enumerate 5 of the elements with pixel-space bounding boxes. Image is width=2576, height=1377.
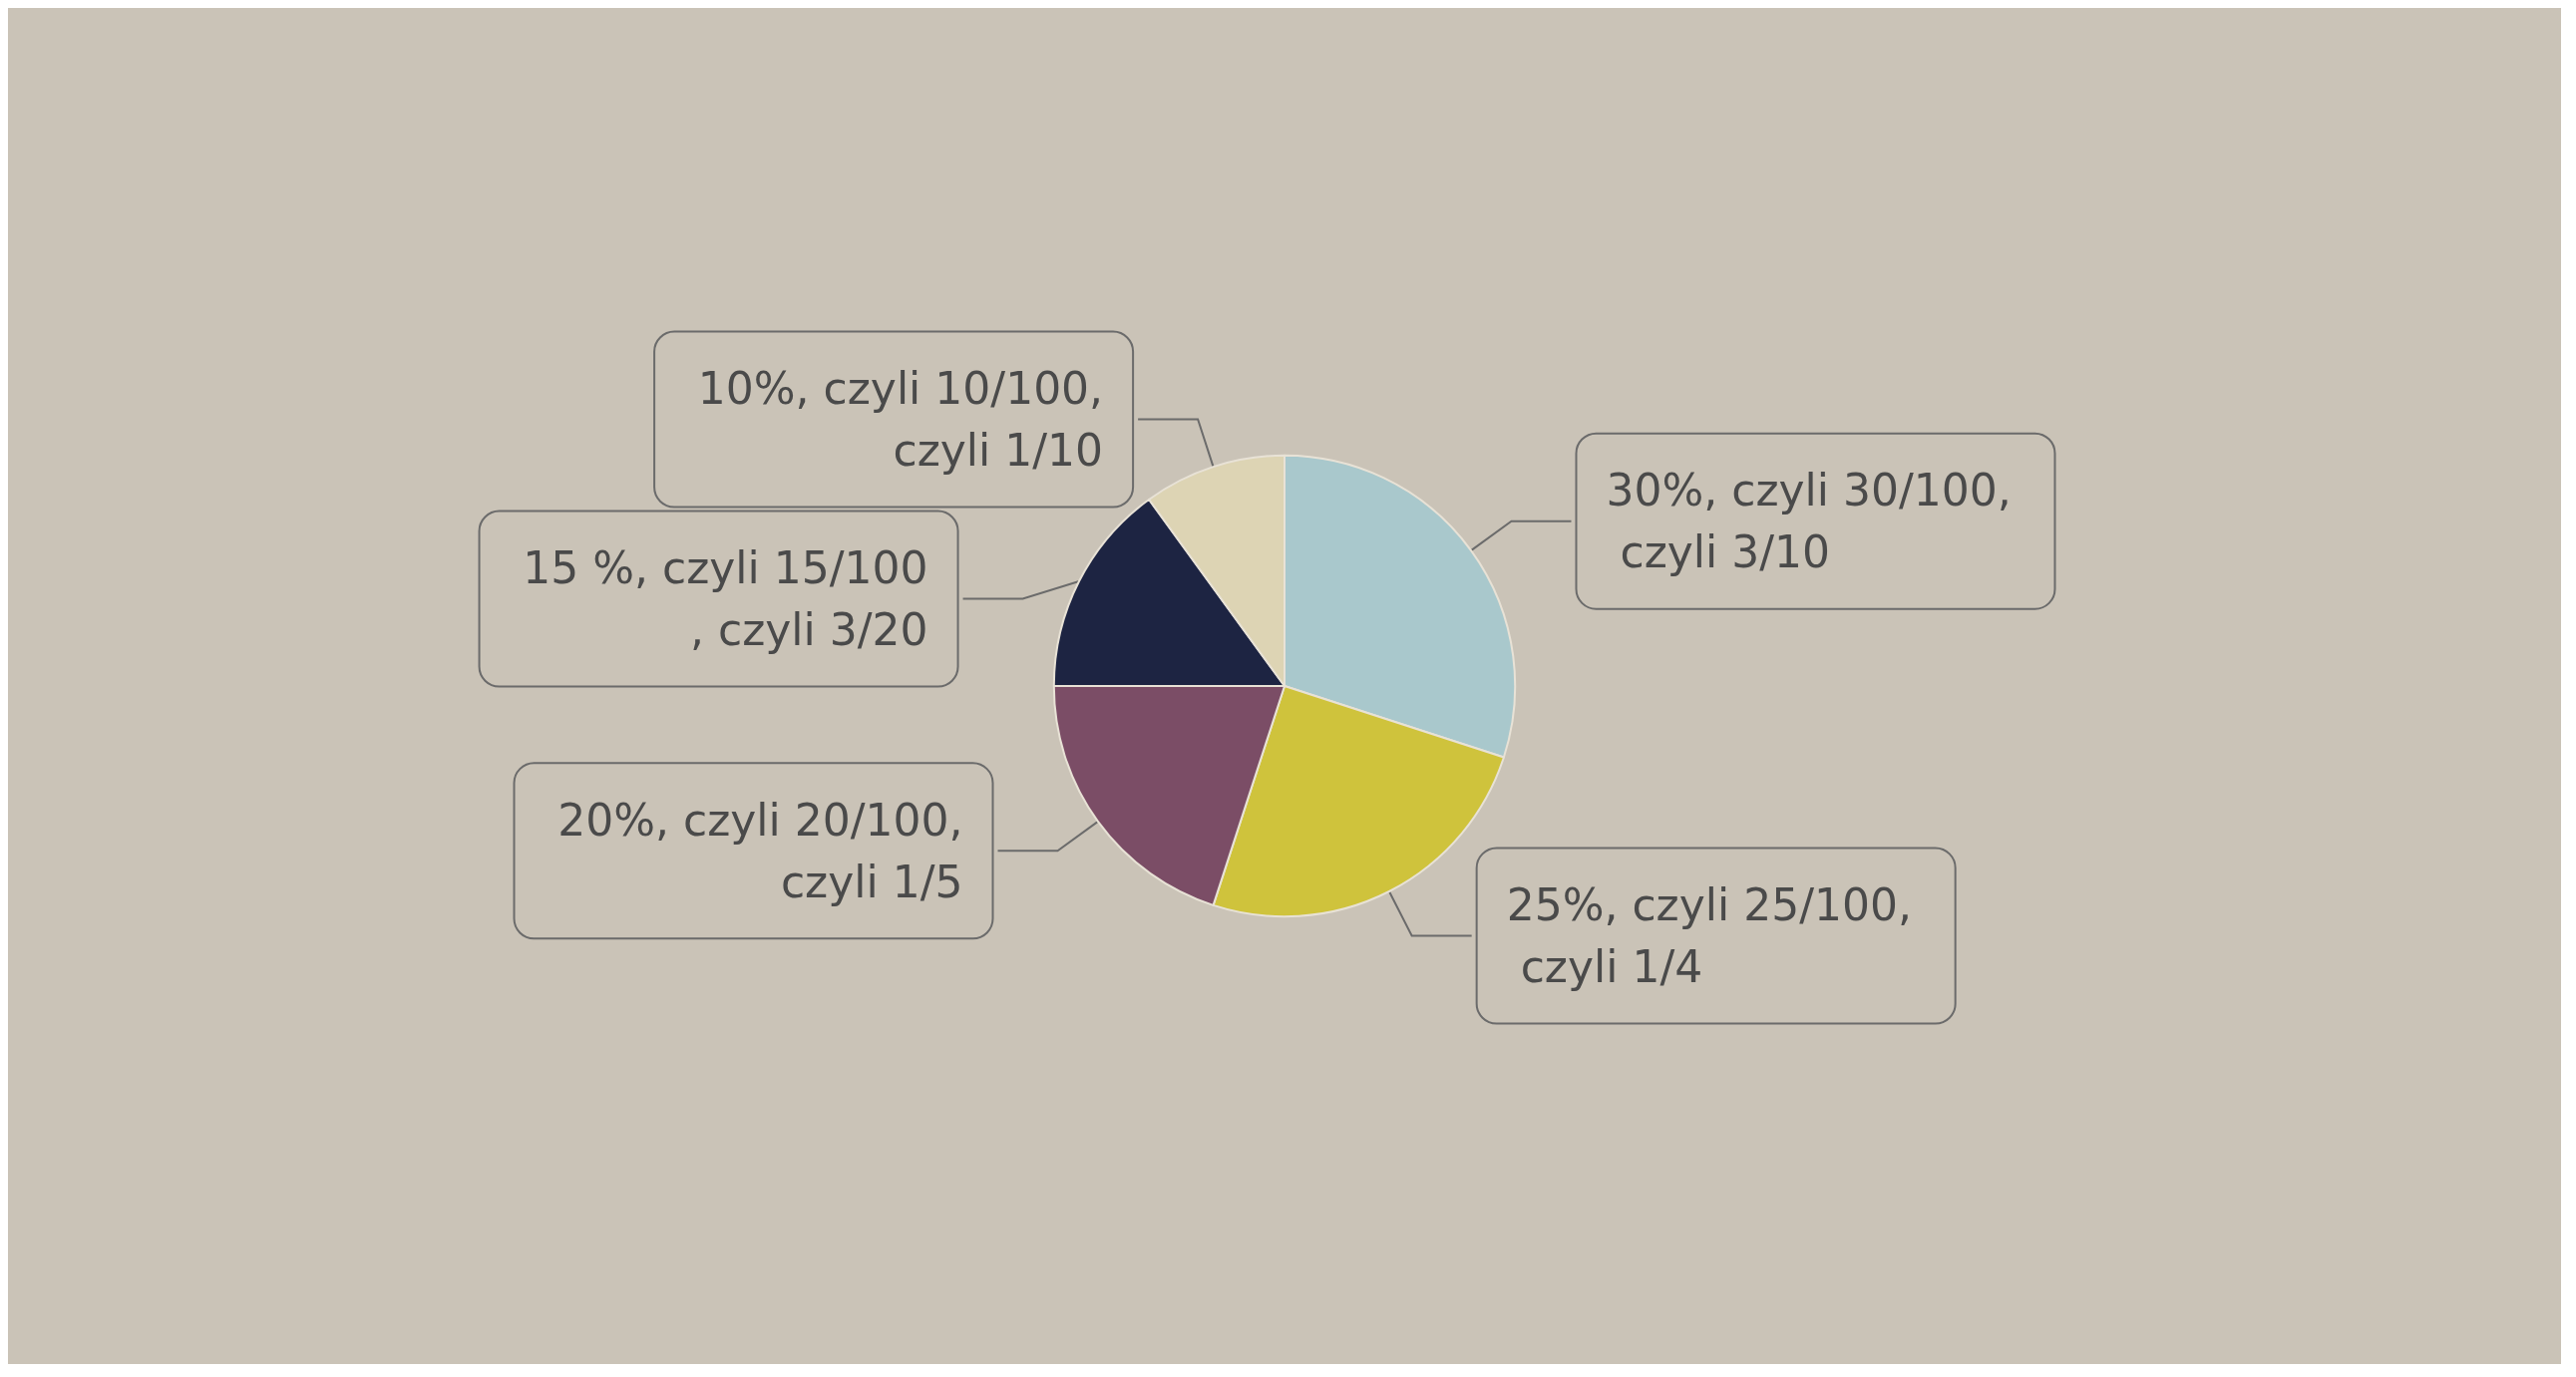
slice-label: 25%, czyli 25/100, czyli 1/4 [1506,879,1912,993]
slice-label: 15 %, czyli 15/100, czyli 3/20 [523,542,928,656]
slice-label: 20%, czyli 20/100, czyli 1/5 [557,794,963,907]
slice-label: 10%, czyli 10/100, czyli 1/10 [697,363,1104,477]
slice-label: 30%, czyli 30/100, czyli 3/10 [1606,465,2012,578]
